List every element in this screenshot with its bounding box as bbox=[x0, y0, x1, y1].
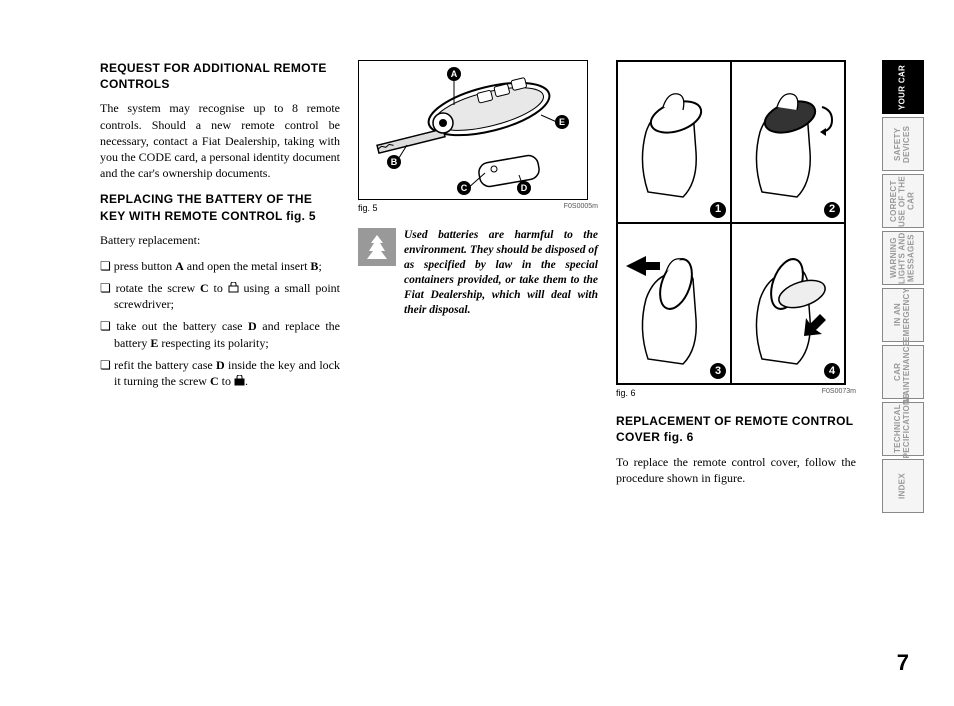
list-item: press button A and open the metal insert… bbox=[100, 258, 340, 274]
tab-maintenance[interactable]: CAR MAINTENANCE bbox=[882, 345, 924, 399]
fig6-step-4: 4 bbox=[731, 223, 845, 385]
heading-replace-battery: REPLACING THE BATTERY OF THE KEY WITH RE… bbox=[100, 191, 340, 223]
para-additional-controls: The system may recognise up to 8 remote … bbox=[100, 100, 340, 181]
figure-6: 1 2 3 bbox=[616, 60, 846, 385]
step-number: 1 bbox=[710, 202, 726, 218]
figure-5: A B C D E bbox=[358, 60, 588, 200]
page-number: 7 bbox=[897, 650, 909, 676]
content-area: REQUEST FOR ADDITIONAL REMOTE CONTROLS T… bbox=[100, 60, 924, 496]
tab-index[interactable]: INDEX bbox=[882, 459, 924, 513]
key-label-c: C bbox=[457, 181, 471, 195]
tab-warning-lights[interactable]: WARNING LIGHTS AND MESSAGES bbox=[882, 231, 924, 285]
column-3: 1 2 3 bbox=[616, 60, 856, 496]
fig6-step-1: 1 bbox=[617, 61, 731, 223]
fig6-step-3: 3 bbox=[617, 223, 731, 385]
key-label-b: B bbox=[387, 155, 401, 169]
battery-steps-list: press button A and open the metal insert… bbox=[100, 258, 340, 389]
tab-safety-devices[interactable]: SAFETY DEVICES bbox=[882, 117, 924, 171]
key-label-e: E bbox=[555, 115, 569, 129]
tab-specs[interactable]: TECHNICAL SPECIFICATIONS bbox=[882, 402, 924, 456]
section-tabs: YOUR CAR SAFETY DEVICES CORRECT USE OF T… bbox=[882, 60, 924, 513]
list-item: take out the battery case D and replace … bbox=[100, 318, 340, 350]
tab-your-car[interactable]: YOUR CAR bbox=[882, 60, 924, 114]
heading-additional-controls: REQUEST FOR ADDITIONAL REMOTE CONTROLS bbox=[100, 60, 340, 92]
fig5-caption: fig. 5 F0S0005m bbox=[358, 202, 598, 214]
tab-correct-use[interactable]: CORRECT USE OF THE CAR bbox=[882, 174, 924, 228]
column-2: A B C D E fig. 5 F0S0005m Used batteries… bbox=[358, 60, 598, 496]
fig6-caption: fig. 6 F0S0073m bbox=[616, 387, 856, 399]
fig6-step-2: 2 bbox=[731, 61, 845, 223]
heading-replace-cover: REPLACEMENT OF REMOTE CONTROL COVER fig.… bbox=[616, 413, 856, 445]
tab-emergency[interactable]: IN AN EMERGENCY bbox=[882, 288, 924, 342]
warning-box: Used batteries are harmful to the enviro… bbox=[358, 228, 598, 318]
tree-icon bbox=[358, 228, 396, 266]
column-1: REQUEST FOR ADDITIONAL REMOTE CONTROLS T… bbox=[100, 60, 340, 496]
step-number: 4 bbox=[824, 363, 840, 379]
step-number: 2 bbox=[824, 202, 840, 218]
list-item: rotate the screw C to using a small poin… bbox=[100, 280, 340, 312]
key-label-a: A bbox=[447, 67, 461, 81]
list-item: refit the battery case D inside the key … bbox=[100, 357, 340, 389]
intro-replace-battery: Battery replacement: bbox=[100, 232, 340, 248]
para-replace-cover: To replace the remote control cover, fol… bbox=[616, 454, 856, 486]
key-diagram-svg bbox=[359, 61, 589, 201]
key-label-d: D bbox=[517, 181, 531, 195]
warning-text: Used batteries are harmful to the enviro… bbox=[404, 228, 598, 318]
step-number: 3 bbox=[710, 363, 726, 379]
